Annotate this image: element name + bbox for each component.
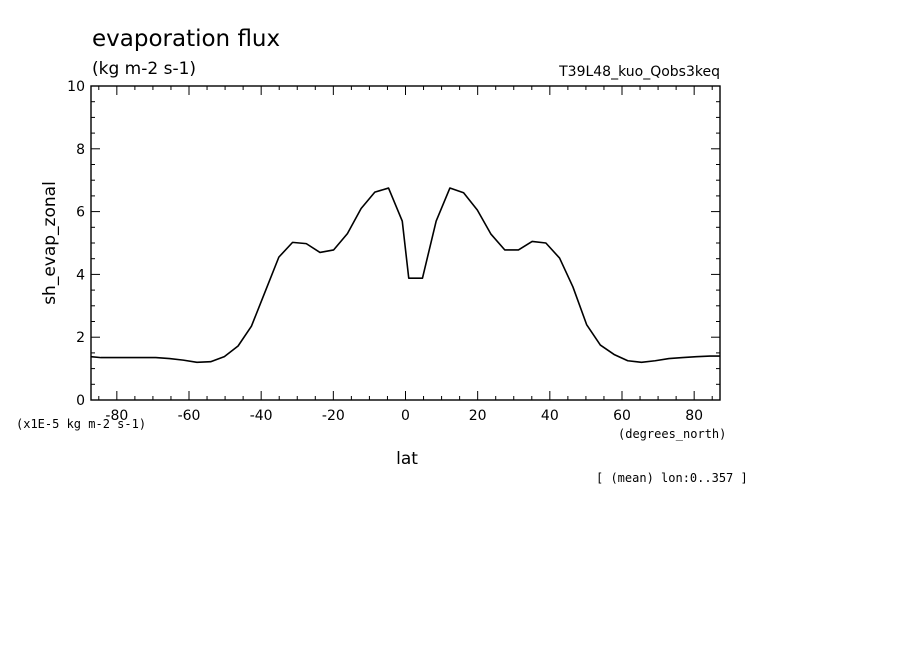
- x-tick-label: -20: [322, 408, 345, 424]
- x-tick-label: 20: [469, 408, 487, 424]
- chart-title: evaporation flux: [92, 26, 280, 52]
- footnote: [ (mean) lon:0..357 ]: [596, 471, 748, 485]
- y-tick-label: 10: [67, 79, 85, 95]
- y-tick-label: 6: [76, 205, 85, 221]
- y-scale-note: (x1E-5 kg m-2 s-1): [16, 417, 146, 431]
- x-tick-label: 60: [613, 408, 631, 424]
- x-tick-label: 0: [401, 408, 410, 424]
- x-axis-units: (degrees_north): [618, 427, 726, 441]
- axes: -80 -60 -40 -20 0 20 40 60 80 0 2 4 6 8 10: [67, 79, 720, 424]
- x-tick-label: 40: [541, 408, 559, 424]
- y-tick-label: 2: [76, 330, 85, 346]
- y-tick-label: 4: [76, 267, 85, 283]
- y-axis-label: sh_evap_zonal: [40, 181, 60, 305]
- x-tick-label: 80: [685, 408, 703, 424]
- x-tick-label: -40: [250, 408, 273, 424]
- chart-subtitle: (kg m-2 s-1): [92, 59, 196, 79]
- y-tick-label: 8: [76, 142, 85, 158]
- y-tick-label: 0: [76, 393, 85, 409]
- plot-frame: [90, 85, 721, 401]
- run-label: T39L48_kuo_Qobs3keq: [558, 64, 720, 80]
- series-line: [90, 187, 720, 364]
- x-axis-label: lat: [396, 449, 418, 469]
- x-tick-label: -80: [105, 408, 128, 424]
- x-tick-label: -60: [178, 408, 201, 424]
